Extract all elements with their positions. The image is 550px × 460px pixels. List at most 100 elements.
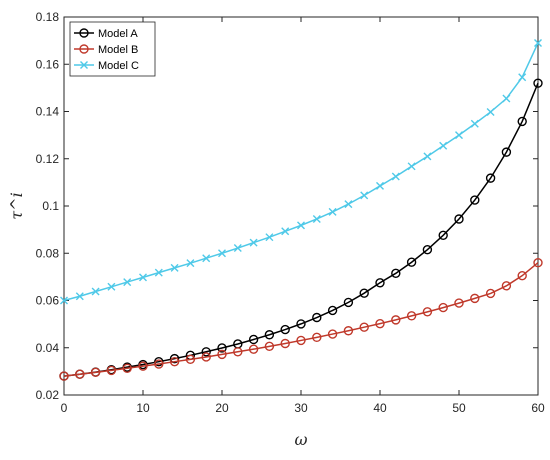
data-point [391, 172, 400, 181]
data-point [518, 73, 527, 82]
data-point [438, 302, 448, 313]
data-point [470, 195, 480, 205]
legend-label: Model B [98, 44, 138, 56]
data-point [343, 326, 354, 336]
legend-item: Model C [74, 60, 139, 72]
x-axis-label: ω [294, 430, 307, 449]
series-layer [59, 38, 543, 381]
legend-item: Model A [74, 28, 138, 40]
data-point [359, 322, 369, 332]
data-point [391, 315, 401, 325]
data-point [281, 227, 290, 236]
legend-label: Model A [98, 28, 138, 40]
y-axis-label: τ^i [7, 192, 26, 219]
data-point [264, 330, 275, 340]
data-point [439, 141, 448, 150]
y-tick-label: 0.16 [36, 57, 60, 71]
data-point [154, 268, 163, 277]
data-point [217, 349, 227, 360]
data-point [169, 356, 180, 367]
data-point [406, 257, 417, 267]
legend-marker [80, 61, 88, 69]
legend-marker [79, 28, 89, 38]
data-point [59, 371, 69, 381]
x-tick-label: 20 [215, 401, 229, 415]
data-point [533, 78, 543, 88]
data-point [312, 214, 321, 223]
data-point [185, 354, 196, 365]
data-point [169, 353, 180, 364]
series-model-b [59, 258, 543, 381]
data-point [186, 259, 195, 268]
series-line [63, 262, 539, 377]
data-point [297, 221, 305, 230]
y-tick-label: 0.14 [36, 105, 60, 119]
x-tick-label: 60 [531, 401, 545, 415]
x-tick-label: 40 [373, 401, 387, 415]
data-point [218, 249, 226, 258]
x-tick-label: 30 [294, 401, 308, 415]
data-point [517, 116, 527, 127]
data-point [202, 254, 211, 263]
data-point [328, 207, 337, 216]
data-point [360, 191, 369, 200]
y-tick-label: 0.08 [36, 246, 60, 260]
data-point [344, 200, 353, 209]
legend-marker [79, 44, 89, 54]
data-point [343, 297, 354, 308]
data-point [423, 152, 432, 161]
data-point [296, 335, 306, 346]
data-point [422, 245, 433, 255]
data-point [248, 334, 259, 345]
data-point [217, 343, 227, 353]
data-point [201, 352, 211, 362]
data-point [122, 363, 132, 374]
data-point [533, 258, 543, 268]
data-point [470, 293, 480, 304]
data-point [123, 278, 132, 287]
y-tick-label: 0.02 [36, 388, 60, 402]
data-point [406, 311, 417, 321]
series-model-c [60, 38, 542, 305]
y-tick-label: 0.18 [36, 10, 60, 24]
data-point [265, 233, 274, 242]
data-point [455, 131, 463, 140]
data-point [391, 268, 401, 279]
x-tick-label: 50 [452, 401, 466, 415]
data-point [233, 244, 242, 253]
data-point [280, 338, 290, 349]
data-point [90, 367, 101, 378]
data-point [359, 288, 369, 298]
x-tick-label: 10 [136, 401, 150, 415]
data-point [486, 107, 495, 116]
data-point [485, 173, 496, 183]
data-point [327, 305, 338, 316]
data-point [376, 181, 384, 190]
data-point [280, 324, 290, 335]
data-point [501, 147, 512, 157]
data-point [201, 347, 211, 357]
data-point [107, 282, 116, 291]
data-point [170, 263, 179, 272]
data-point [296, 319, 306, 329]
data-point [75, 369, 85, 379]
legend-label: Model C [98, 60, 139, 72]
y-tick-label: 0.04 [36, 341, 60, 355]
x-tick-label: 0 [61, 401, 68, 415]
data-point [422, 307, 433, 317]
y-tick-label: 0.1 [42, 199, 59, 213]
data-point [264, 341, 275, 352]
data-point [138, 361, 148, 371]
data-point [375, 278, 385, 288]
data-point [139, 273, 147, 282]
legend: Model A Model B Model C [69, 21, 156, 77]
legend-item: Model B [74, 44, 138, 56]
data-point [375, 318, 385, 329]
y-axis-ticks: 0.02 0.04 0.06 0.08 0.1 0.12 0.14 0.16 0.18 [36, 10, 538, 402]
data-point [91, 287, 100, 296]
data-point [485, 288, 496, 299]
data-point [106, 365, 117, 376]
data-point [312, 312, 322, 323]
data-point [454, 214, 464, 224]
data-point [249, 238, 258, 247]
